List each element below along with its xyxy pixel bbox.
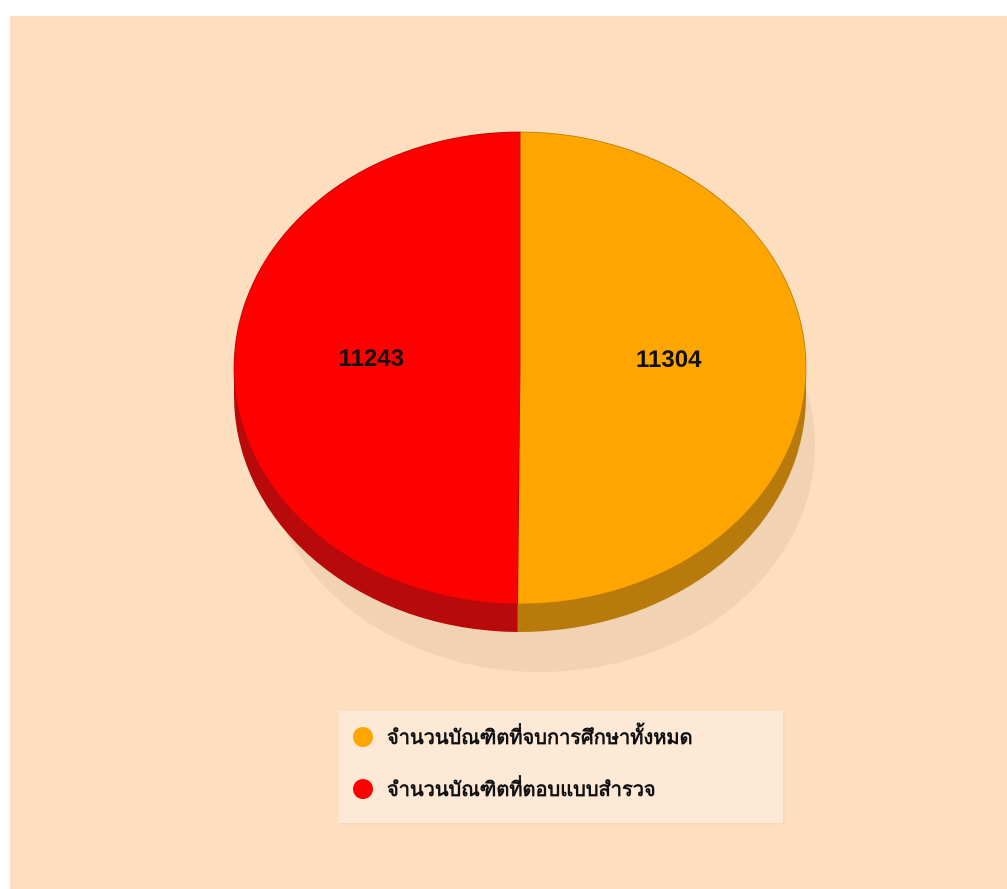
- legend: จำนวนบัณฑิตที่จบการศึกษาทั้งหมด จำนวนบัณ…: [339, 711, 783, 823]
- pie-slice[interactable]: [517, 131, 807, 605]
- legend-item: จำนวนบัณฑิตที่จบการศึกษาทั้งหมด: [353, 722, 693, 752]
- legend-marker: [353, 727, 373, 747]
- chart-area: 11304 11243 จำนวนบัณฑิตที่จบการศึกษาทั้งห…: [10, 16, 1007, 889]
- pie-chart: 11304 11243: [233, 131, 815, 672]
- pie-slice-side: [234, 368, 518, 632]
- legend-item: จำนวนบัณฑิตที่ตอบแบบสำรวจ: [353, 774, 656, 804]
- pie-slice[interactable]: [233, 131, 521, 605]
- pie-slice-side: [517, 368, 806, 632]
- legend-label: จำนวนบัณฑิตที่จบการศึกษาทั้งหมด: [387, 725, 693, 749]
- legend-marker: [353, 779, 373, 799]
- legend-label: จำนวนบัณฑิตที่ตอบแบบสำรวจ: [387, 777, 656, 801]
- pie-slice-value-label: 11243: [339, 345, 404, 372]
- pie-slice-value-label: 11304: [636, 346, 702, 373]
